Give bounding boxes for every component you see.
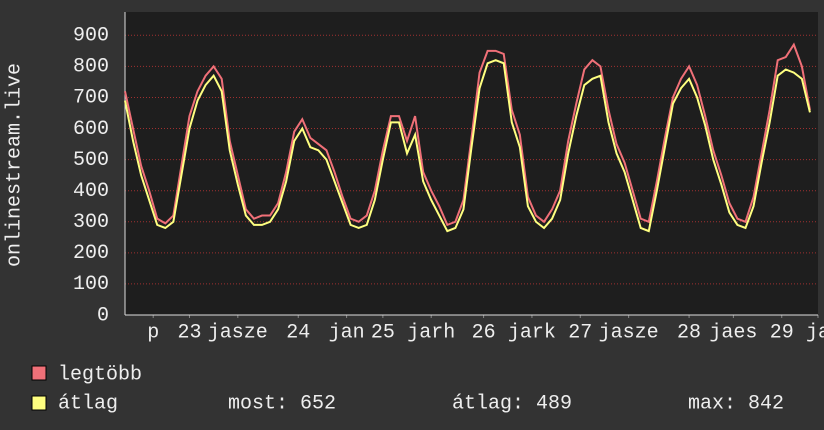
y-tick-label: 200 — [73, 242, 109, 265]
x-tick-label: jasze — [599, 321, 659, 344]
legend-stat: most: 652 — [228, 392, 336, 415]
x-tick-label: 28 — [677, 321, 701, 344]
y-tick-label: 500 — [73, 149, 109, 172]
x-tick-label: jasze — [208, 321, 268, 344]
x-tick-label: 23 — [177, 321, 201, 344]
x-tick-label: 26 — [472, 321, 496, 344]
x-tick-label: jark — [508, 321, 556, 344]
x-tick-label: 24 — [286, 321, 310, 344]
y-axis-label: onlinestream.live — [3, 63, 26, 267]
legend-stat: max: 842 — [688, 392, 784, 415]
series-line — [124, 42, 811, 227]
y-tick-label: 600 — [73, 118, 109, 141]
series-line — [124, 59, 811, 233]
x-tick-label: ja — [806, 321, 824, 344]
x-tick-label: jan — [329, 321, 365, 344]
legend-swatch — [31, 395, 47, 411]
legend-label: átlag — [58, 392, 118, 415]
legend: legtöbb átlag most: 652 átlag: 489 max: … — [31, 363, 784, 415]
y-tick-label: 300 — [73, 211, 109, 234]
legend-stat: átlag: 489 — [452, 392, 572, 415]
y-tick-label: 0 — [97, 304, 109, 327]
x-tick-label: jarh — [407, 321, 455, 344]
legend-swatch — [31, 365, 47, 381]
plot-area — [125, 12, 818, 315]
x-tick-label: 27 — [568, 321, 592, 344]
y-tick-label: 400 — [73, 180, 109, 203]
y-tick-label: 800 — [73, 56, 109, 79]
y-tick-label: 900 — [73, 25, 109, 48]
x-tick-label: jaes — [709, 321, 757, 344]
x-tick-label: 29 — [770, 321, 794, 344]
y-tick-label: 100 — [73, 273, 109, 296]
x-tick-label: 25 — [371, 321, 395, 344]
x-tick-label: p — [147, 321, 159, 344]
legend-label: legtöbb — [58, 363, 142, 386]
y-tick-label: 700 — [73, 87, 109, 110]
